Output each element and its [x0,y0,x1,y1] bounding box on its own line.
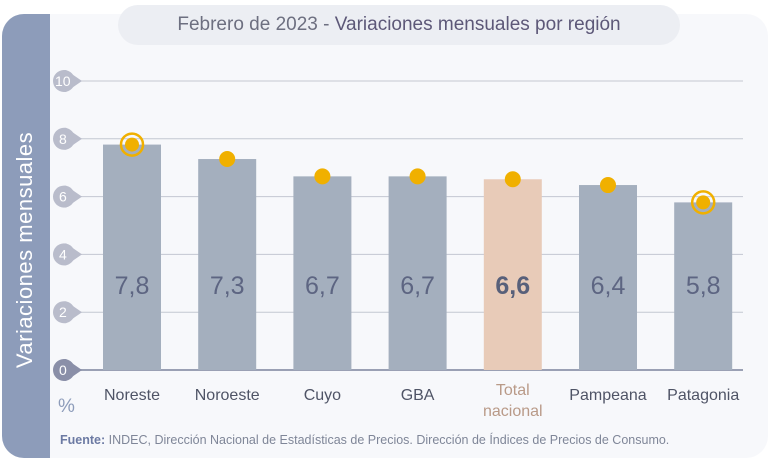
bar-total-nacional [483,179,542,370]
bar-cuyo [293,176,352,370]
highlight-ring [119,132,145,157]
value-dot [504,171,521,188]
y-tick-label: 2 [59,304,67,320]
title-subject: Variaciones mensuales por región [334,14,621,35]
y-tick-label: 8 [59,131,67,147]
chart-title: Febrero de 2023 - Variaciones mensuales … [118,5,680,45]
y-tick-label: 0 [59,362,67,378]
bar-noroeste [198,159,257,370]
value-label: 6,4 [591,272,626,300]
x-tick-label: Cuyo [304,387,341,404]
bar-noreste [103,144,161,370]
x-tick-label: GBA [401,387,435,404]
y-tick-bubble [53,301,75,324]
bar-patagonia [674,202,733,370]
highlight-ring [690,190,716,215]
value-dot [125,137,139,152]
value-dot [600,177,616,194]
y-tick-bubble [53,243,75,266]
x-tick-label: Patagonia [667,387,739,404]
value-label: 6,6 [495,272,530,300]
y-tick-label: 10 [55,73,71,89]
x-tick-label: nacional [483,403,543,420]
source-text: INDEC, Dirección Nacional de Estadística… [105,433,670,447]
value-dot [696,195,711,210]
x-tick-label: Total [496,382,530,399]
x-tick-label: Pampeana [569,387,646,404]
source-note: Fuente: INDEC, Dirección Nacional de Est… [60,433,669,447]
y-tick-bubble [53,359,75,381]
value-dot [409,168,426,185]
value-dot [219,151,236,168]
y-tick-bubble [53,70,75,92]
value-label: 5,8 [686,272,721,300]
title-sep: - [317,14,335,35]
y-tick-bubble [53,185,75,208]
y-tick-label: 4 [59,246,67,262]
source-label: Fuente: [60,433,106,447]
bar-pampeana [579,185,637,370]
bar-gba [388,176,447,370]
value-label: 6,7 [305,272,340,300]
value-label: 7,3 [210,272,245,300]
y-axis-strip [2,14,50,458]
value-label: 6,7 [400,272,435,300]
x-tick-label: Noreste [104,387,160,404]
value-dot [314,168,331,185]
y-tick-bubble [53,127,75,150]
title-date: Febrero de 2023 [177,14,318,35]
y-unit-label: % [58,396,75,417]
x-tick-label: Noroeste [195,387,260,404]
y-tick-label: 6 [59,189,67,205]
value-label: 7,8 [115,272,150,300]
